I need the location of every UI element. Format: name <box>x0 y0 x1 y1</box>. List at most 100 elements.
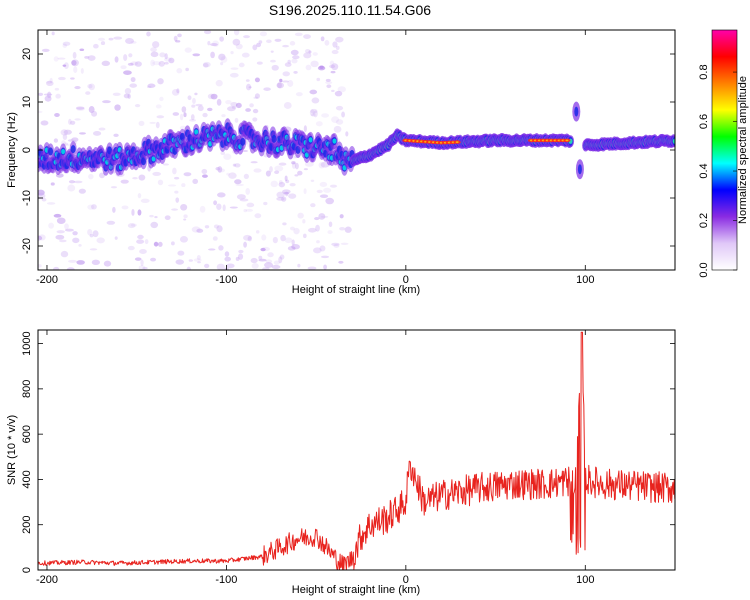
spectrogram-speckle <box>41 48 50 52</box>
spectrogram-speckle <box>190 114 195 121</box>
spectrogram-speckle <box>72 231 78 236</box>
spectrogram-spike-core <box>574 106 579 117</box>
spectrogram-speckle <box>66 267 75 270</box>
colorbar-tick-label: 0.2 <box>698 213 710 228</box>
spectrogram-speckle <box>68 118 72 125</box>
spectrogram-speckle <box>316 240 320 244</box>
spectrogram-speckle <box>210 51 215 59</box>
spectrogram-speckle <box>325 197 334 205</box>
spectrogram-speckle <box>261 234 267 241</box>
spectrogram-speckle <box>218 245 224 251</box>
spectrogram-x-ticks: -200 -100 0 100 <box>36 30 594 286</box>
spectrogram-speckle <box>243 234 252 241</box>
spectrogram-speckle <box>245 108 251 112</box>
spectrogram-speckle <box>38 234 46 241</box>
colorbar-label: Normalized spectral amplitude <box>737 76 749 224</box>
spectrogram-speckle <box>196 254 201 261</box>
spectrogram-speckle <box>217 192 226 198</box>
spectrogram-speckle <box>231 106 237 109</box>
y-tick-label: 20 <box>21 48 33 60</box>
spectrogram-speckle <box>75 106 85 110</box>
spectrogram-speckle <box>53 266 60 270</box>
y-tick-label: 600 <box>21 425 33 443</box>
spectrogram-speckle <box>192 53 201 57</box>
spectrogram-speckle <box>229 206 238 209</box>
y-tick-label: 800 <box>21 380 33 398</box>
spectrogram-speckle <box>192 97 196 104</box>
spectrogram-speckle <box>314 217 320 221</box>
spectrogram-speckle <box>294 162 299 170</box>
spectrogram-speckle <box>150 47 157 52</box>
spectrogram-speckle <box>303 125 307 133</box>
y-tick-label: -20 <box>21 238 33 254</box>
x-tick-label: -100 <box>215 274 237 286</box>
spectrogram-speckle <box>227 106 236 112</box>
spectrogram-speckle <box>281 196 287 202</box>
spectrogram-speckle <box>307 227 317 233</box>
spectrogram-speckle <box>237 253 244 260</box>
spectrogram-y-ticks: -20 -10 0 10 20 <box>21 48 675 254</box>
spectrogram-speckle <box>113 133 119 138</box>
spectrogram-speckle <box>89 248 98 251</box>
spectrogram-speckle <box>265 170 271 177</box>
spectrogram-speckle <box>292 55 300 60</box>
spectrogram-speckle <box>332 41 338 48</box>
spectrogram-speckle <box>146 31 151 37</box>
spectrogram-speckle <box>72 237 80 244</box>
spectrogram-speckle <box>203 30 212 35</box>
spectrogram-speckle <box>38 235 43 241</box>
spectrogram-speckle <box>101 60 111 66</box>
spectrogram-speckle <box>91 204 97 210</box>
spectrogram-speckle <box>308 50 312 54</box>
spectrogram-ridge-core <box>70 145 76 154</box>
spectrogram-speckle <box>335 45 340 51</box>
spectrogram-speckle <box>110 186 117 189</box>
x-tick-label: -200 <box>36 574 58 586</box>
spectrogram-speckle <box>144 239 149 245</box>
spectrogram-speckle <box>187 95 192 101</box>
spectrogram-speckle <box>287 80 294 87</box>
spectrogram-speckle <box>125 38 134 44</box>
spectrogram-speckle <box>87 55 96 61</box>
spectrogram-speckle <box>291 244 300 250</box>
spectrogram-speckle <box>207 107 213 112</box>
spectrogram-speckle <box>167 184 177 187</box>
spectrogram-speckle <box>89 233 94 238</box>
spectrogram-speckle <box>150 59 156 67</box>
spectrogram-speckle <box>220 56 228 63</box>
spectrogram-speckle <box>74 86 81 90</box>
spectrogram-speckle <box>181 183 186 188</box>
spectrogram-speckle <box>309 109 315 117</box>
spectrogram-speckle <box>150 257 157 262</box>
spectrogram-speckle <box>287 59 291 64</box>
spectrogram-speckle <box>303 188 307 195</box>
spectrogram-speckle <box>279 254 285 260</box>
spectrogram-speckle <box>120 65 127 70</box>
spectrogram-speckle <box>96 237 105 244</box>
spectrogram-speckle <box>174 190 179 194</box>
spectrogram-speckle <box>279 78 283 83</box>
spectrogram-speckle <box>294 174 299 177</box>
spectrogram-speckle <box>47 91 52 99</box>
spectrogram-speckle <box>93 43 99 49</box>
spectrogram-speckle <box>224 256 231 262</box>
spectrogram-speckle <box>99 172 105 179</box>
spectrogram-speckle <box>73 66 78 74</box>
spectrogram-speckle <box>313 247 322 254</box>
spectrogram-speckle <box>63 62 69 70</box>
spectrogram-speckle <box>344 226 352 233</box>
spectrogram-speckle <box>46 80 53 84</box>
spectrogram-speckle <box>291 162 297 169</box>
spectrogram-speckle <box>230 67 239 70</box>
spectrogram-speckle <box>318 213 326 220</box>
spectrogram-speckle <box>55 93 61 99</box>
spectrogram-speckle <box>276 196 285 201</box>
spectrogram-speckle <box>92 131 102 136</box>
spectrogram-speckle <box>176 68 183 74</box>
spectrogram-speckle <box>202 174 208 178</box>
spectrogram-speckle <box>162 163 170 166</box>
spectrogram-speckle <box>60 129 68 136</box>
spectrogram-speckle <box>260 247 266 252</box>
y-tick-label: 200 <box>21 516 33 534</box>
spectrogram-speckle <box>235 43 243 50</box>
